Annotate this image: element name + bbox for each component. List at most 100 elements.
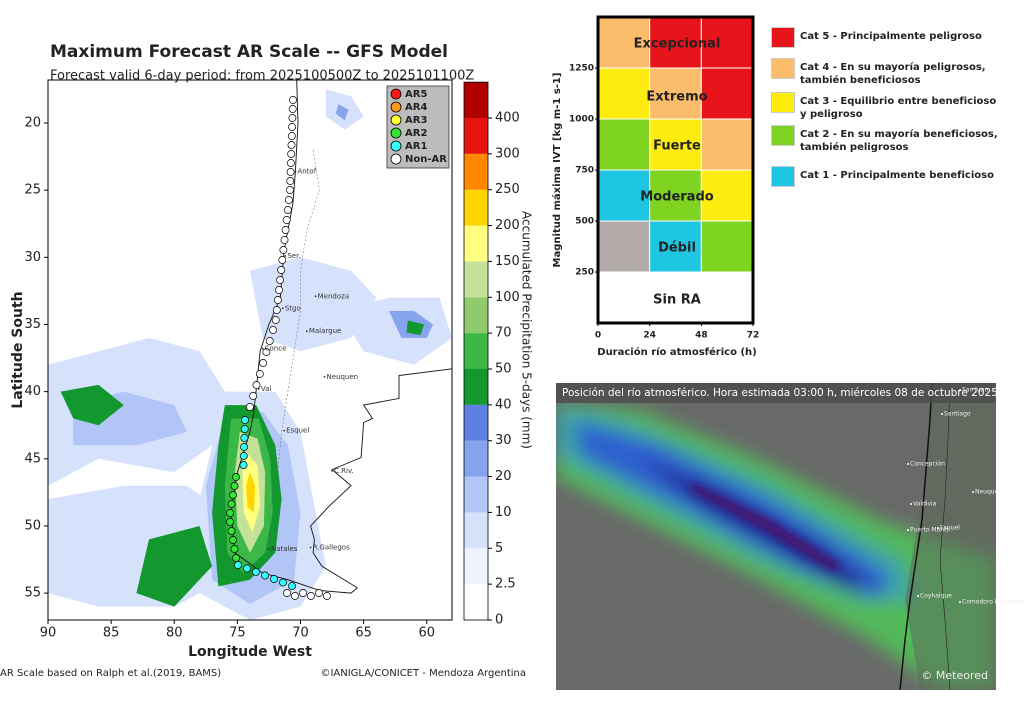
matrix-cell bbox=[597, 220, 651, 273]
satellite-place-label: Neuquen bbox=[975, 489, 1002, 496]
colorbar-segment bbox=[464, 82, 488, 118]
colorbar-segment bbox=[464, 548, 488, 585]
place-label: Conce bbox=[265, 345, 287, 353]
y-axis-label: Latitude South bbox=[10, 291, 26, 408]
ar-point bbox=[281, 226, 290, 234]
matrix-cell bbox=[700, 169, 754, 222]
ar-point bbox=[315, 589, 323, 597]
matrix-cell bbox=[700, 16, 754, 69]
map-frame bbox=[47, 79, 453, 621]
colorbar-segment bbox=[464, 512, 488, 549]
place-dot bbox=[294, 170, 297, 173]
ar-point bbox=[279, 578, 287, 587]
matrix-cell bbox=[597, 118, 651, 171]
place-dot bbox=[314, 295, 317, 298]
ar-point bbox=[277, 266, 286, 274]
ar-point bbox=[288, 114, 297, 122]
place-label: Mendoza bbox=[318, 292, 349, 300]
satellite-place-label: Concepción bbox=[910, 461, 945, 468]
ar-point bbox=[252, 381, 261, 389]
map-subtitle: Forecast valid 6-day period: from 202510… bbox=[50, 69, 474, 84]
ar-point bbox=[234, 561, 242, 569]
matrix-y-tick-label: 500 bbox=[575, 217, 594, 227]
matrix-cell bbox=[649, 16, 702, 69]
colorbar-segment bbox=[464, 333, 488, 369]
colorbar-tick-label: 2.5 bbox=[495, 577, 516, 592]
ar-point bbox=[230, 482, 239, 490]
legend-label: AR3 bbox=[405, 115, 427, 126]
colorbar-segment bbox=[464, 584, 488, 620]
colorbar-tick-label: 30 bbox=[495, 433, 512, 448]
legend-label: AR4 bbox=[405, 102, 427, 113]
ar-point bbox=[307, 592, 315, 600]
ar-point bbox=[229, 491, 237, 499]
place-label: Neuquen bbox=[326, 373, 358, 381]
x-tick-label: 60 bbox=[418, 626, 435, 641]
x-tick-label: 90 bbox=[40, 626, 57, 641]
ar-point bbox=[227, 527, 236, 535]
x-tick-label: 70 bbox=[292, 626, 309, 641]
place-dot bbox=[261, 347, 264, 350]
level-label: Excepcional bbox=[634, 37, 721, 52]
place-dot bbox=[257, 388, 260, 390]
place-dot bbox=[281, 307, 284, 310]
ar-point bbox=[323, 592, 331, 600]
satellite-place-label: San Juan bbox=[962, 387, 988, 394]
place-dot bbox=[283, 429, 285, 432]
satellite-map bbox=[556, 383, 996, 690]
y-tick-label: 20 bbox=[24, 115, 41, 130]
satellite-place-label: Comodoro Rivadavia bbox=[962, 599, 1024, 606]
level-label: Moderado bbox=[640, 190, 713, 205]
ar-point bbox=[284, 196, 293, 204]
matrix-x-tick-label: 0 bbox=[595, 331, 601, 341]
ar-point bbox=[280, 236, 289, 244]
x-axis-label: Longitude West bbox=[188, 644, 312, 660]
colorbar-tick-label: 400 bbox=[495, 111, 520, 126]
legend-label: AR5 bbox=[405, 89, 427, 100]
matrix-y-tick-label: 1250 bbox=[569, 64, 594, 74]
y-tick-label: 30 bbox=[24, 250, 41, 265]
y-tick-label: 55 bbox=[24, 586, 41, 601]
colorbar-label: Accumulated Precipitation 5-days (mm) bbox=[520, 211, 534, 449]
matrix bbox=[596, 15, 755, 325]
precip-area bbox=[406, 320, 425, 336]
matrix-cell bbox=[597, 16, 651, 69]
ar-point bbox=[286, 186, 294, 194]
colorbar-segment bbox=[464, 369, 488, 405]
land bbox=[905, 383, 996, 690]
matrix-x-tick-label: 48 bbox=[695, 331, 708, 341]
matrix-cell bbox=[700, 220, 754, 273]
x-tick-label: 65 bbox=[355, 626, 372, 641]
colorbar-tick-label: 0 bbox=[495, 613, 503, 628]
legend-marker bbox=[390, 127, 402, 139]
map-title: Maximum Forecast AR Scale -- GFS Model bbox=[50, 42, 448, 62]
matrix-cell bbox=[649, 67, 702, 120]
y-tick-label: 35 bbox=[24, 317, 41, 332]
ar-point bbox=[240, 425, 249, 433]
matrix-cell bbox=[597, 67, 651, 120]
satellite-place-dot bbox=[910, 503, 912, 505]
x-tick-label: 85 bbox=[103, 626, 120, 641]
ar-point bbox=[270, 575, 278, 583]
place-label: Ser. bbox=[287, 252, 300, 260]
satellite-place-label: Puerto Montt bbox=[910, 527, 949, 534]
satellite-place-label: Coyhaique bbox=[920, 593, 952, 600]
border bbox=[939, 383, 951, 690]
level-label: Sin RA bbox=[653, 293, 701, 308]
ar-point bbox=[226, 518, 234, 526]
legend-marker bbox=[390, 153, 402, 165]
ar-point bbox=[241, 416, 249, 424]
ar-point bbox=[288, 105, 297, 113]
ar-point bbox=[283, 206, 292, 214]
matrix-cell bbox=[700, 67, 754, 120]
ar-point bbox=[245, 403, 254, 411]
colorbar-tick-label: 70 bbox=[495, 326, 512, 341]
satellite-place-label: Santiago bbox=[944, 411, 971, 418]
place-label: Antof bbox=[297, 167, 316, 175]
colorbar-tick-label: 200 bbox=[495, 218, 520, 233]
colorbar-segment bbox=[464, 261, 488, 298]
matrix-cell bbox=[649, 220, 702, 273]
satellite-place-dot bbox=[972, 491, 974, 493]
